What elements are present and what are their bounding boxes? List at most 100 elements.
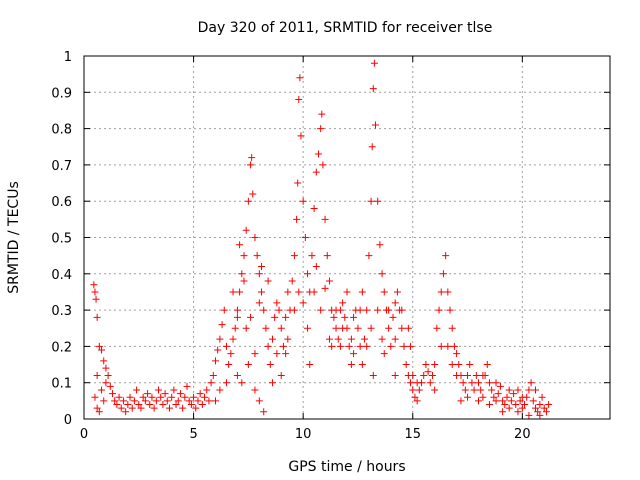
data-point: [374, 197, 382, 205]
data-point: [310, 204, 318, 212]
data-point: [499, 408, 507, 416]
data-point: [496, 382, 504, 390]
data-point: [485, 400, 493, 408]
data-point: [268, 379, 276, 387]
data-point: [529, 397, 537, 405]
y-tick-label: 0.6: [51, 195, 72, 210]
data-point: [330, 313, 338, 321]
data-point: [95, 342, 103, 350]
data-point: [220, 306, 228, 314]
data-point: [247, 313, 255, 321]
data-point: [222, 379, 230, 387]
data-point: [446, 306, 454, 314]
data-point: [466, 361, 474, 369]
data-point: [251, 234, 259, 241]
data-point: [115, 393, 123, 401]
data-point: [499, 397, 507, 405]
data-point: [216, 386, 224, 394]
data-point: [181, 393, 189, 401]
data-point: [389, 313, 397, 321]
data-point: [475, 397, 482, 405]
data-point: [231, 324, 239, 332]
data-point: [152, 397, 160, 405]
data-point: [380, 288, 388, 296]
data-point: [514, 386, 522, 394]
data-point: [527, 379, 535, 387]
data-point: [299, 197, 307, 205]
data-point: [505, 404, 513, 412]
data-point: [198, 400, 206, 408]
data-point: [464, 393, 472, 401]
data-point: [510, 390, 518, 398]
data-point: [91, 288, 99, 296]
data-point: [90, 281, 98, 289]
data-point: [321, 284, 329, 292]
data-point: [536, 411, 544, 419]
data-point: [437, 288, 445, 296]
data-point: [212, 357, 219, 365]
data-point: [275, 306, 283, 314]
data-point: [356, 306, 364, 314]
data-point: [404, 324, 412, 332]
data-point: [325, 335, 333, 343]
data-point: [371, 121, 379, 129]
data-point: [157, 393, 165, 401]
data-point: [514, 408, 522, 416]
data-point: [518, 404, 526, 412]
data-point: [194, 397, 202, 405]
data-point: [391, 371, 399, 379]
data-point: [141, 397, 149, 405]
data-point: [218, 321, 226, 329]
data-point: [470, 386, 478, 394]
data-point: [93, 313, 101, 321]
data-point: [295, 96, 303, 104]
data-point: [233, 371, 241, 379]
data-point: [130, 397, 138, 405]
data-point: [216, 335, 224, 343]
data-point: [299, 299, 307, 307]
data-point: [367, 324, 375, 332]
data-point: [374, 306, 382, 314]
data-point: [518, 393, 526, 401]
data-point: [255, 299, 263, 307]
data-point: [146, 400, 154, 408]
data-point: [310, 288, 318, 296]
data-point: [315, 150, 323, 158]
data-point: [501, 400, 509, 408]
data-point: [483, 361, 491, 369]
data-point: [347, 335, 355, 343]
data-point: [356, 342, 364, 350]
data-point: [296, 74, 304, 82]
data-point: [301, 234, 309, 241]
data-point: [503, 393, 511, 401]
data-point: [477, 386, 485, 394]
y-tick-label: 0.2: [51, 340, 72, 355]
data-point: [268, 335, 276, 343]
data-point: [201, 393, 209, 401]
y-tick-label: 0.5: [51, 232, 72, 247]
data-point: [137, 404, 145, 412]
data-point: [319, 161, 327, 169]
data-point: [328, 342, 336, 350]
data-point: [227, 350, 235, 358]
data-point: [538, 393, 546, 401]
data-point: [293, 215, 301, 223]
data-point: [428, 371, 436, 379]
data-point: [317, 125, 325, 133]
data-point: [155, 386, 163, 394]
data-point: [304, 324, 312, 332]
data-point: [273, 350, 281, 358]
data-point: [453, 350, 461, 358]
data-point: [264, 342, 272, 350]
data-point: [126, 393, 134, 401]
data-point: [332, 306, 340, 314]
data-point: [294, 179, 302, 187]
data-point: [393, 288, 401, 296]
data-point: [369, 85, 377, 93]
data-point: [102, 379, 110, 387]
data-point: [457, 397, 465, 405]
data-point: [284, 335, 292, 343]
data-point: [242, 324, 250, 332]
data-point: [91, 393, 99, 401]
data-point: [279, 342, 287, 350]
